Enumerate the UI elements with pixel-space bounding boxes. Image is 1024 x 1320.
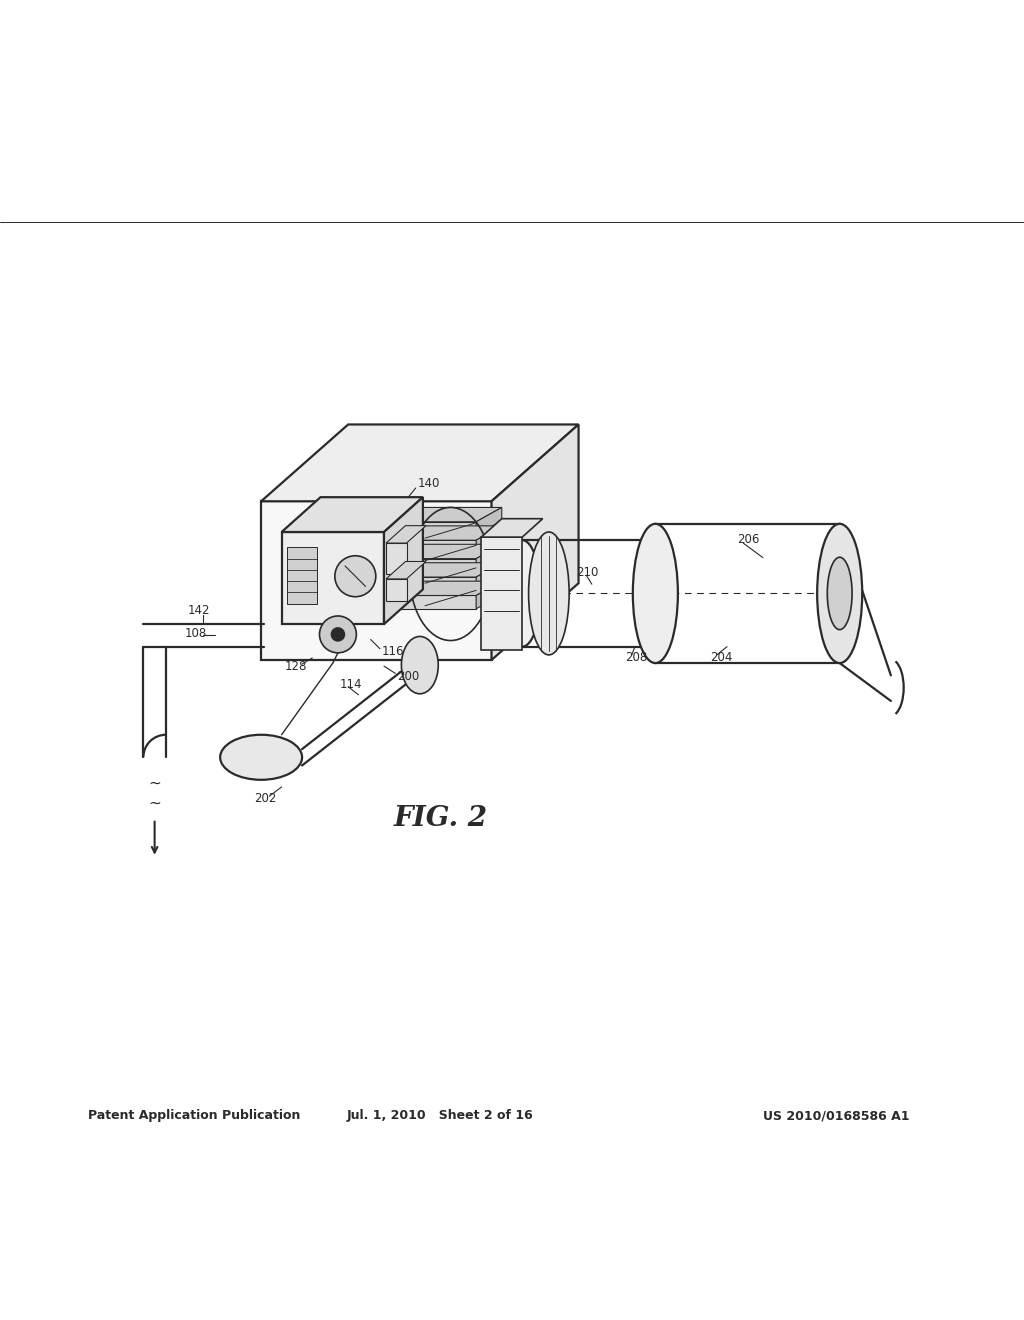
- Text: US 2010/0168586 A1: US 2010/0168586 A1: [763, 1109, 909, 1122]
- Polygon shape: [492, 425, 579, 660]
- Text: 142: 142: [187, 605, 210, 618]
- Ellipse shape: [220, 735, 302, 780]
- Polygon shape: [282, 532, 384, 624]
- Polygon shape: [386, 579, 407, 602]
- Ellipse shape: [401, 636, 438, 694]
- Ellipse shape: [637, 540, 674, 647]
- Ellipse shape: [319, 616, 356, 653]
- Polygon shape: [394, 595, 476, 609]
- Text: 204: 204: [710, 652, 732, 664]
- Text: 200: 200: [397, 669, 420, 682]
- Polygon shape: [386, 561, 426, 579]
- Polygon shape: [261, 502, 492, 660]
- Polygon shape: [384, 498, 423, 624]
- Text: 108: 108: [184, 627, 207, 640]
- Ellipse shape: [332, 628, 344, 640]
- Text: 140: 140: [418, 478, 440, 490]
- Ellipse shape: [528, 532, 569, 655]
- Polygon shape: [394, 562, 502, 577]
- Polygon shape: [481, 537, 522, 649]
- Polygon shape: [476, 562, 502, 590]
- Polygon shape: [476, 507, 502, 535]
- Polygon shape: [282, 498, 423, 532]
- Ellipse shape: [335, 556, 376, 597]
- Text: ~: ~: [148, 775, 161, 791]
- Polygon shape: [261, 425, 579, 502]
- Polygon shape: [386, 543, 407, 574]
- Polygon shape: [394, 540, 476, 553]
- Polygon shape: [481, 519, 543, 537]
- Text: FIG. 2: FIG. 2: [393, 805, 487, 832]
- Polygon shape: [394, 507, 502, 521]
- Polygon shape: [287, 548, 317, 603]
- Text: 128: 128: [285, 660, 307, 673]
- Polygon shape: [394, 577, 476, 590]
- Text: ~: ~: [148, 796, 161, 810]
- Text: 116: 116: [382, 645, 404, 659]
- Ellipse shape: [827, 557, 852, 630]
- Ellipse shape: [504, 540, 541, 647]
- Polygon shape: [476, 525, 502, 553]
- Text: 206: 206: [737, 533, 760, 545]
- Text: Patent Application Publication: Patent Application Publication: [88, 1109, 300, 1122]
- Text: 114: 114: [340, 678, 362, 692]
- Text: 208: 208: [625, 652, 647, 664]
- Polygon shape: [394, 581, 502, 595]
- Text: 202: 202: [254, 792, 276, 805]
- Polygon shape: [476, 544, 502, 572]
- Polygon shape: [394, 544, 502, 558]
- Ellipse shape: [633, 524, 678, 663]
- Polygon shape: [394, 521, 476, 535]
- Polygon shape: [476, 581, 502, 609]
- Ellipse shape: [817, 524, 862, 663]
- Polygon shape: [386, 525, 426, 543]
- Text: Jul. 1, 2010   Sheet 2 of 16: Jul. 1, 2010 Sheet 2 of 16: [347, 1109, 534, 1122]
- Text: 210: 210: [577, 566, 599, 579]
- Polygon shape: [394, 558, 476, 572]
- Polygon shape: [394, 525, 502, 540]
